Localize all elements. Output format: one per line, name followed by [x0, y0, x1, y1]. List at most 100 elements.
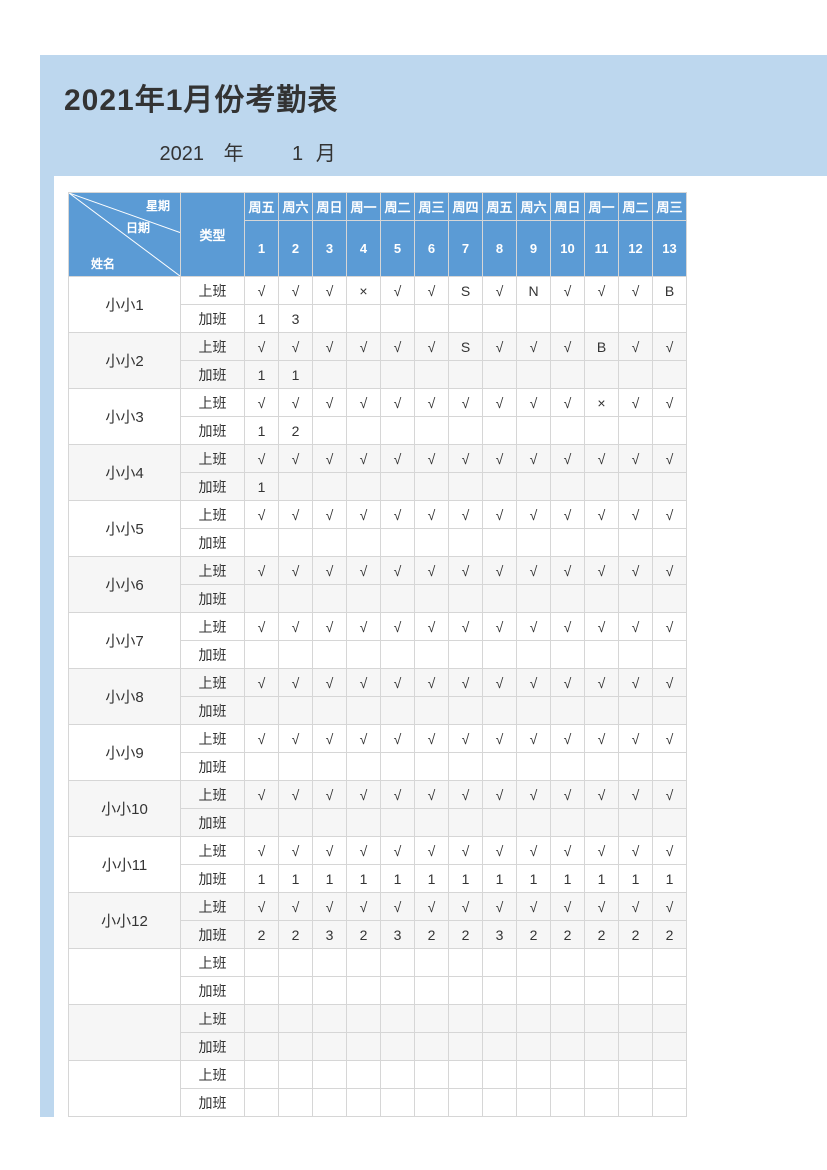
overtime-cell: 1 — [517, 865, 551, 893]
overtime-cell — [381, 697, 415, 725]
overtime-cell: 1 — [653, 865, 687, 893]
date-header: 4 — [347, 221, 381, 277]
overtime-cell — [415, 1033, 449, 1061]
table-row: 上班 — [69, 1061, 687, 1089]
overtime-cell — [313, 305, 347, 333]
attendance-cell: √ — [619, 837, 653, 865]
overtime-cell — [449, 585, 483, 613]
weekday-header: 周三 — [415, 193, 449, 221]
overtime-cell: 1 — [381, 865, 415, 893]
row-type-ot: 加班 — [181, 809, 245, 837]
row-type-ot: 加班 — [181, 921, 245, 949]
attendance-cell — [483, 949, 517, 977]
overtime-cell — [245, 809, 279, 837]
weekday-header: 周三 — [653, 193, 687, 221]
overtime-cell — [517, 529, 551, 557]
attendance-cell — [245, 1061, 279, 1089]
attendance-cell: √ — [415, 445, 449, 473]
row-type-ot: 加班 — [181, 641, 245, 669]
attendance-cell: √ — [483, 501, 517, 529]
attendance-cell: √ — [551, 557, 585, 585]
attendance-cell: √ — [517, 837, 551, 865]
overtime-cell — [585, 1033, 619, 1061]
attendance-cell: √ — [619, 893, 653, 921]
attendance-cell: √ — [517, 669, 551, 697]
row-type-work: 上班 — [181, 501, 245, 529]
attendance-cell — [279, 1061, 313, 1089]
row-type-work: 上班 — [181, 949, 245, 977]
overtime-cell — [653, 585, 687, 613]
attendance-cell — [347, 949, 381, 977]
table-row: 小小1上班√√√×√√S√N√√√B — [69, 277, 687, 305]
overtime-cell — [551, 641, 585, 669]
attendance-cell: √ — [585, 277, 619, 305]
attendance-cell — [483, 1005, 517, 1033]
attendance-cell: B — [585, 333, 619, 361]
attendance-cell: √ — [517, 893, 551, 921]
attendance-cell: √ — [279, 613, 313, 641]
overtime-cell — [381, 305, 415, 333]
attendance-cell — [279, 949, 313, 977]
attendance-cell — [381, 1005, 415, 1033]
overtime-cell — [619, 1089, 653, 1117]
employee-name: 小小3 — [69, 389, 181, 445]
overtime-cell — [653, 529, 687, 557]
attendance-cell: √ — [517, 557, 551, 585]
overtime-cell — [449, 361, 483, 389]
attendance-cell: √ — [381, 557, 415, 585]
attendance-cell: √ — [347, 557, 381, 585]
employee-name: 小小1 — [69, 277, 181, 333]
employee-name: 小小11 — [69, 837, 181, 893]
attendance-cell — [551, 1061, 585, 1089]
corner-header: 星期 日期 姓名 — [69, 193, 181, 277]
attendance-cell: √ — [347, 389, 381, 417]
year-month-row: 2021 年 1 月 — [54, 119, 827, 170]
attendance-cell: √ — [245, 837, 279, 865]
attendance-cell: √ — [381, 277, 415, 305]
overtime-cell — [415, 529, 449, 557]
overtime-cell — [483, 305, 517, 333]
attendance-cell: √ — [415, 725, 449, 753]
attendance-cell: √ — [449, 389, 483, 417]
overtime-cell — [381, 473, 415, 501]
attendance-cell — [551, 949, 585, 977]
overtime-cell: 1 — [449, 865, 483, 893]
overtime-cell: 3 — [279, 305, 313, 333]
attendance-cell: √ — [381, 781, 415, 809]
attendance-cell: √ — [449, 613, 483, 641]
overtime-cell — [653, 1033, 687, 1061]
attendance-cell: √ — [347, 333, 381, 361]
attendance-cell: √ — [551, 501, 585, 529]
overtime-cell — [517, 1033, 551, 1061]
attendance-cell: √ — [245, 445, 279, 473]
overtime-cell — [381, 809, 415, 837]
overtime-cell — [551, 361, 585, 389]
attendance-cell: √ — [245, 277, 279, 305]
table-row: 小小6上班√√√√√√√√√√√√√ — [69, 557, 687, 585]
overtime-cell — [415, 977, 449, 1005]
attendance-cell: √ — [313, 613, 347, 641]
attendance-cell: √ — [415, 501, 449, 529]
overtime-cell — [347, 753, 381, 781]
attendance-cell: √ — [653, 725, 687, 753]
attendance-cell — [415, 949, 449, 977]
weekday-header: 周二 — [619, 193, 653, 221]
attendance-cell — [381, 949, 415, 977]
attendance-cell: √ — [483, 837, 517, 865]
attendance-cell: √ — [653, 893, 687, 921]
attendance-cell: √ — [585, 613, 619, 641]
attendance-cell: √ — [517, 613, 551, 641]
row-type-ot: 加班 — [181, 977, 245, 1005]
attendance-cell: √ — [245, 725, 279, 753]
row-type-ot: 加班 — [181, 585, 245, 613]
row-type-ot: 加班 — [181, 529, 245, 557]
attendance-cell: √ — [415, 389, 449, 417]
overtime-cell — [381, 417, 415, 445]
row-type-ot: 加班 — [181, 753, 245, 781]
employee-name: 小小4 — [69, 445, 181, 501]
attendance-cell: √ — [619, 725, 653, 753]
overtime-cell — [245, 977, 279, 1005]
attendance-cell: √ — [279, 445, 313, 473]
employee-name — [69, 1061, 181, 1117]
row-type-work: 上班 — [181, 781, 245, 809]
